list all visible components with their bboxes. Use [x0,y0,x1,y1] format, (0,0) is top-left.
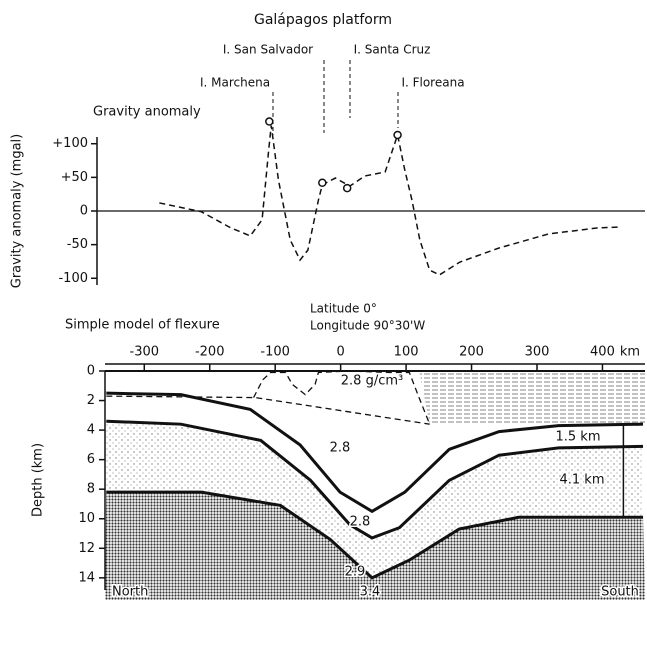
island-label: I. San Salvador [223,43,313,57]
layer-label: 2.8 [350,515,371,530]
latitude: Latitude 0° [310,302,377,316]
anomaly-curve [159,126,618,275]
y-tick-label: 14 [78,570,95,585]
platform-outline [106,396,429,424]
layer-label: 2.9 [345,565,366,580]
title: Galápagos platform [254,12,392,28]
y-tick-label: 12 [78,541,95,556]
layer-label: 2.8 g/cm³ [341,374,403,389]
x-tick-label: 400 [590,345,615,360]
y-tick-label: -50 [67,237,88,252]
layer-label: North [112,585,148,600]
island-label: I. Marchena [200,76,270,90]
layer-label: 1.5 km [556,430,601,445]
y-tick-label: 0 [87,364,95,379]
observed-point [344,185,351,192]
x-tick-label: 300 [525,345,550,360]
x-tick-label: -100 [260,345,290,360]
layer-label: 3.4 [360,585,381,600]
observed-point [394,131,401,138]
x-tick-label: 0 [336,345,344,360]
subtitle: Gravity anomaly [93,105,201,120]
layer-label: South [601,585,639,600]
x-tick-label: -300 [130,345,160,360]
y-tick-label: 4 [87,423,95,438]
island-label: I. Floreana [401,76,464,90]
x-tick-label: -200 [195,345,225,360]
y-tick-label: 10 [78,511,95,526]
y-tick-label: 2 [87,393,95,408]
y-axis-label: Depth (km) [31,443,46,517]
y-tick-label: 0 [80,204,88,219]
x-unit: km [620,345,640,360]
layer-label: 2.8 [330,441,351,456]
y-tick-label: 6 [87,452,95,467]
observed-point [266,118,273,125]
y-tick-label: -100 [58,271,88,286]
y-axis-label: Gravity anomaly (mgal) [10,134,25,288]
y-tick-label: 8 [87,482,95,497]
water-fill [419,371,645,424]
figure: Galápagos platform I. Marchena I. San Salv… [0,0,647,648]
model-title: Simple model of flexure [65,318,220,333]
x-tick-label: 200 [459,345,484,360]
longitude: Longitude 90°30'W [310,319,425,333]
y-tick-label: +50 [61,170,88,185]
island-label: I. Santa Cruz [354,43,431,57]
x-tick-label: 100 [394,345,419,360]
layer-label: 4.1 km [560,473,605,488]
y-tick-label: +100 [52,136,88,151]
observed-point [319,179,326,186]
